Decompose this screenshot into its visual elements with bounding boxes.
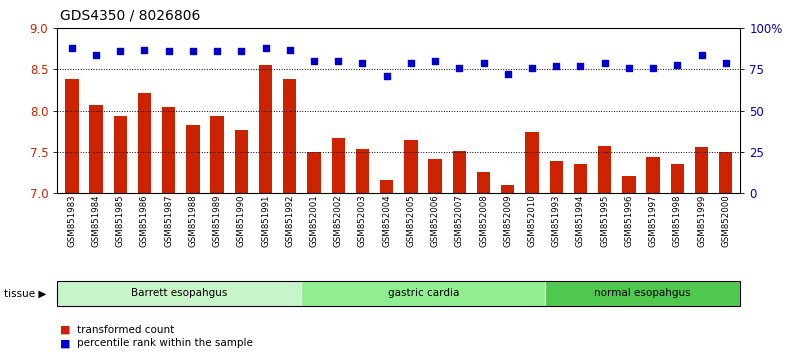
Point bbox=[599, 60, 611, 66]
Bar bbox=[356, 149, 369, 193]
Point bbox=[525, 65, 538, 71]
Point bbox=[356, 60, 369, 66]
Bar bbox=[162, 107, 175, 193]
Bar bbox=[598, 146, 611, 193]
Point bbox=[211, 48, 224, 54]
Bar bbox=[283, 79, 296, 193]
Bar bbox=[501, 185, 514, 193]
Point bbox=[308, 58, 321, 64]
Point bbox=[259, 45, 272, 51]
Point bbox=[114, 48, 127, 54]
Text: Barrett esopahgus: Barrett esopahgus bbox=[131, 289, 228, 298]
Point bbox=[90, 52, 103, 57]
Point bbox=[139, 47, 151, 52]
Point bbox=[453, 65, 466, 71]
Bar bbox=[404, 140, 418, 193]
Bar bbox=[453, 151, 466, 193]
Bar bbox=[235, 130, 248, 193]
Bar bbox=[549, 161, 563, 193]
Bar bbox=[114, 115, 127, 193]
Text: ■: ■ bbox=[60, 338, 70, 348]
Text: GDS4350 / 8026806: GDS4350 / 8026806 bbox=[60, 9, 200, 23]
Point bbox=[186, 48, 199, 54]
Bar bbox=[574, 164, 587, 193]
Text: gastric cardia: gastric cardia bbox=[388, 289, 458, 298]
Point bbox=[646, 65, 659, 71]
Bar bbox=[719, 152, 732, 193]
Bar bbox=[428, 159, 442, 193]
Bar bbox=[210, 116, 224, 193]
Point bbox=[404, 60, 417, 66]
Text: normal esopahgus: normal esopahgus bbox=[595, 289, 691, 298]
Point bbox=[695, 52, 708, 57]
Point bbox=[550, 63, 563, 69]
Bar bbox=[307, 152, 321, 193]
Bar bbox=[477, 172, 490, 193]
Point bbox=[574, 63, 587, 69]
Bar bbox=[138, 93, 151, 193]
Bar bbox=[525, 132, 539, 193]
Point bbox=[332, 58, 345, 64]
Bar bbox=[332, 138, 345, 193]
Bar bbox=[671, 164, 684, 193]
Bar bbox=[65, 79, 79, 193]
Point bbox=[477, 60, 490, 66]
Bar bbox=[259, 64, 272, 193]
Point bbox=[671, 62, 684, 67]
Text: ■: ■ bbox=[60, 325, 70, 335]
Bar bbox=[695, 147, 708, 193]
Text: transformed count: transformed count bbox=[77, 325, 174, 335]
Point bbox=[720, 60, 732, 66]
Point bbox=[283, 47, 296, 52]
Point bbox=[501, 72, 514, 77]
Point bbox=[235, 48, 248, 54]
Point bbox=[162, 48, 175, 54]
Point bbox=[622, 65, 635, 71]
Bar bbox=[646, 157, 660, 193]
Text: percentile rank within the sample: percentile rank within the sample bbox=[77, 338, 253, 348]
Bar bbox=[622, 176, 635, 193]
Text: tissue ▶: tissue ▶ bbox=[4, 289, 46, 298]
Point bbox=[429, 58, 442, 64]
Bar bbox=[89, 105, 103, 193]
Bar bbox=[380, 180, 393, 193]
Point bbox=[65, 45, 78, 51]
Bar bbox=[186, 125, 200, 193]
Point bbox=[380, 73, 393, 79]
